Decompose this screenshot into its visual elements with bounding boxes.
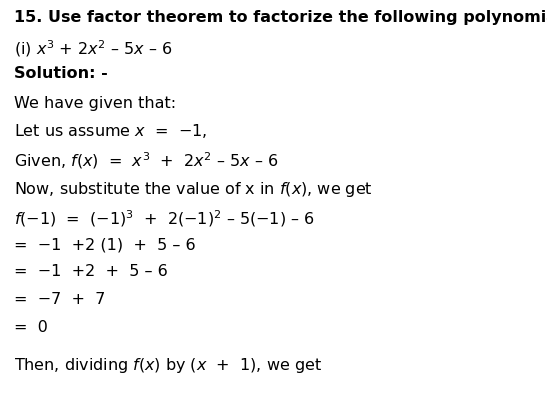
Text: =  −1  +2 (1)  +  5 – 6: = −1 +2 (1) + 5 – 6 bbox=[14, 238, 196, 253]
Text: =  −7  +  7: = −7 + 7 bbox=[14, 292, 106, 307]
Text: Given, $f$($x$)  =  $x^3$  +  2$x^2$ – 5$x$ – 6: Given, $f$($x$) = $x^3$ + 2$x^2$ – 5$x$ … bbox=[14, 150, 278, 171]
Text: We have given that:: We have given that: bbox=[14, 96, 176, 111]
Text: =  −1  +2  +  5 – 6: = −1 +2 + 5 – 6 bbox=[14, 264, 168, 279]
Text: (i) $x^3$ + 2$x^2$ – 5$x$ – 6: (i) $x^3$ + 2$x^2$ – 5$x$ – 6 bbox=[14, 38, 172, 59]
Text: $f$(−1)  =  (−1)$^3$  +  2(−1)$^2$ – 5(−1) – 6: $f$(−1) = (−1)$^3$ + 2(−1)$^2$ – 5(−1) –… bbox=[14, 208, 315, 229]
Text: 15. Use factor theorem to factorize the following polynomials completely.: 15. Use factor theorem to factorize the … bbox=[14, 10, 547, 25]
Text: Then, dividing $f$($x$) by ($x$  +  1), we get: Then, dividing $f$($x$) by ($x$ + 1), we… bbox=[14, 356, 322, 375]
Text: Let us assume $x$  =  −1,: Let us assume $x$ = −1, bbox=[14, 122, 207, 140]
Text: Solution: -: Solution: - bbox=[14, 66, 108, 81]
Text: Now, substitute the value of x in $f$($x$), we get: Now, substitute the value of x in $f$($x… bbox=[14, 180, 373, 199]
Text: =  0: = 0 bbox=[14, 320, 48, 335]
